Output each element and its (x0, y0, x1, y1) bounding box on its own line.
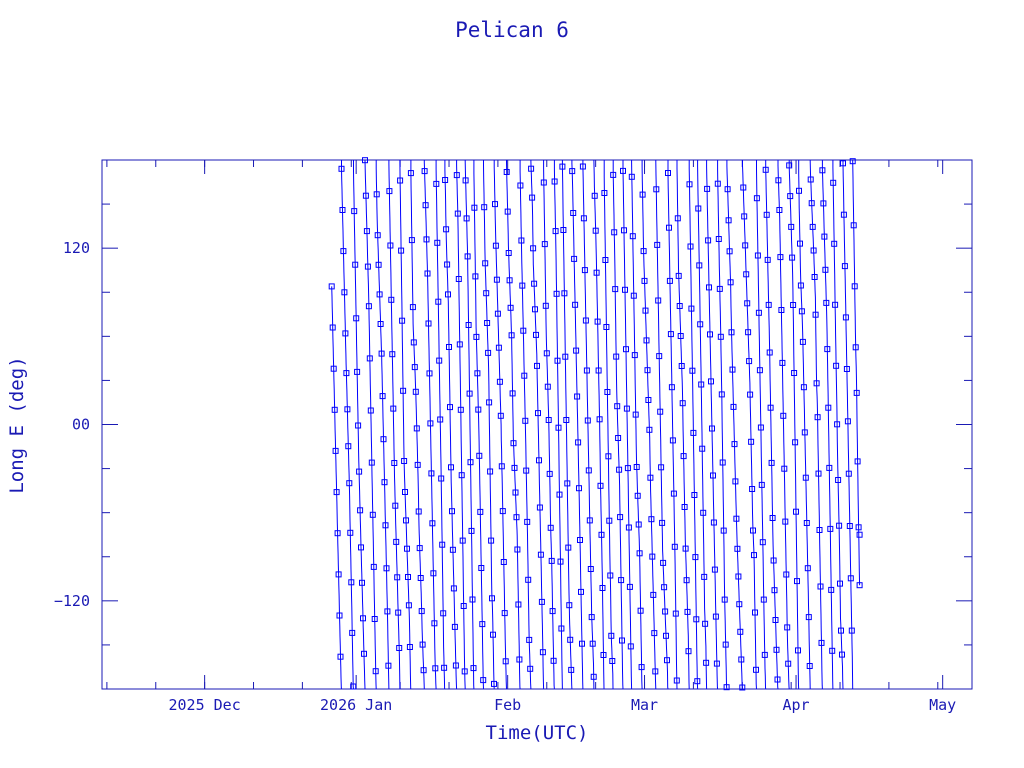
chart-title: Pelican 6 (455, 18, 569, 42)
series-line (553, 160, 563, 690)
series-line (852, 160, 861, 586)
series-line (593, 160, 605, 690)
x-tick-label: 2025 Dec (169, 696, 241, 714)
axis-ticks: 120 00 −120 2025 Dec 2026 Jan Feb Mar Apr May (54, 160, 972, 714)
series-line (756, 160, 767, 690)
series-line (582, 160, 595, 690)
series-line (842, 160, 854, 690)
series-line (676, 160, 690, 690)
series-line (530, 160, 545, 690)
series-line (493, 160, 507, 690)
y-tick-label: −120 (54, 592, 90, 610)
x-tick-label: Apr (782, 696, 809, 714)
series-line (742, 160, 757, 690)
series-line (473, 160, 484, 690)
series-line (464, 160, 475, 690)
x-tick-label: Feb (494, 696, 521, 714)
series-line (832, 160, 844, 690)
series-line (667, 160, 678, 690)
series-line (388, 160, 401, 690)
series-line (603, 160, 614, 690)
series-line (543, 160, 555, 690)
series-line (561, 160, 573, 690)
x-tick-label: Mar (631, 696, 658, 714)
series-line (612, 160, 624, 690)
series-line (571, 160, 584, 690)
series-line (341, 160, 354, 690)
series-line (706, 160, 719, 690)
series-line (688, 160, 699, 690)
series-line (423, 160, 437, 690)
series-line (331, 286, 342, 690)
series-longitude (328, 157, 863, 691)
series-line (456, 160, 466, 690)
series-line (726, 160, 743, 690)
series-line (777, 160, 790, 690)
series-line (375, 160, 390, 690)
series-line (506, 160, 521, 690)
series-line (399, 160, 412, 690)
series-line (483, 160, 495, 690)
x-tick-label: 2026 Jan (320, 696, 392, 714)
series-line (519, 160, 532, 690)
series-line (765, 160, 779, 690)
plot-frame (101, 159, 973, 690)
series-line (655, 160, 669, 690)
series-line (444, 160, 458, 690)
series-line (697, 160, 708, 690)
series-line (821, 160, 834, 690)
series-line (353, 160, 366, 690)
y-tick-label: 00 (72, 416, 90, 434)
x-tick-label: May (929, 696, 956, 714)
series-line (364, 160, 377, 690)
series-line (717, 160, 728, 690)
series-line (622, 160, 633, 690)
series-line (809, 160, 823, 690)
series-line (641, 160, 657, 690)
y-tick-label: 120 (63, 239, 90, 257)
series-line (410, 160, 425, 690)
series-line (788, 160, 800, 690)
series-line (435, 160, 446, 690)
x-axis-title: Time(UTC) (486, 722, 589, 744)
y-axis-title: Long E (deg) (6, 356, 28, 493)
series-line (631, 160, 643, 690)
series-line (798, 160, 811, 690)
series-point (856, 531, 863, 538)
